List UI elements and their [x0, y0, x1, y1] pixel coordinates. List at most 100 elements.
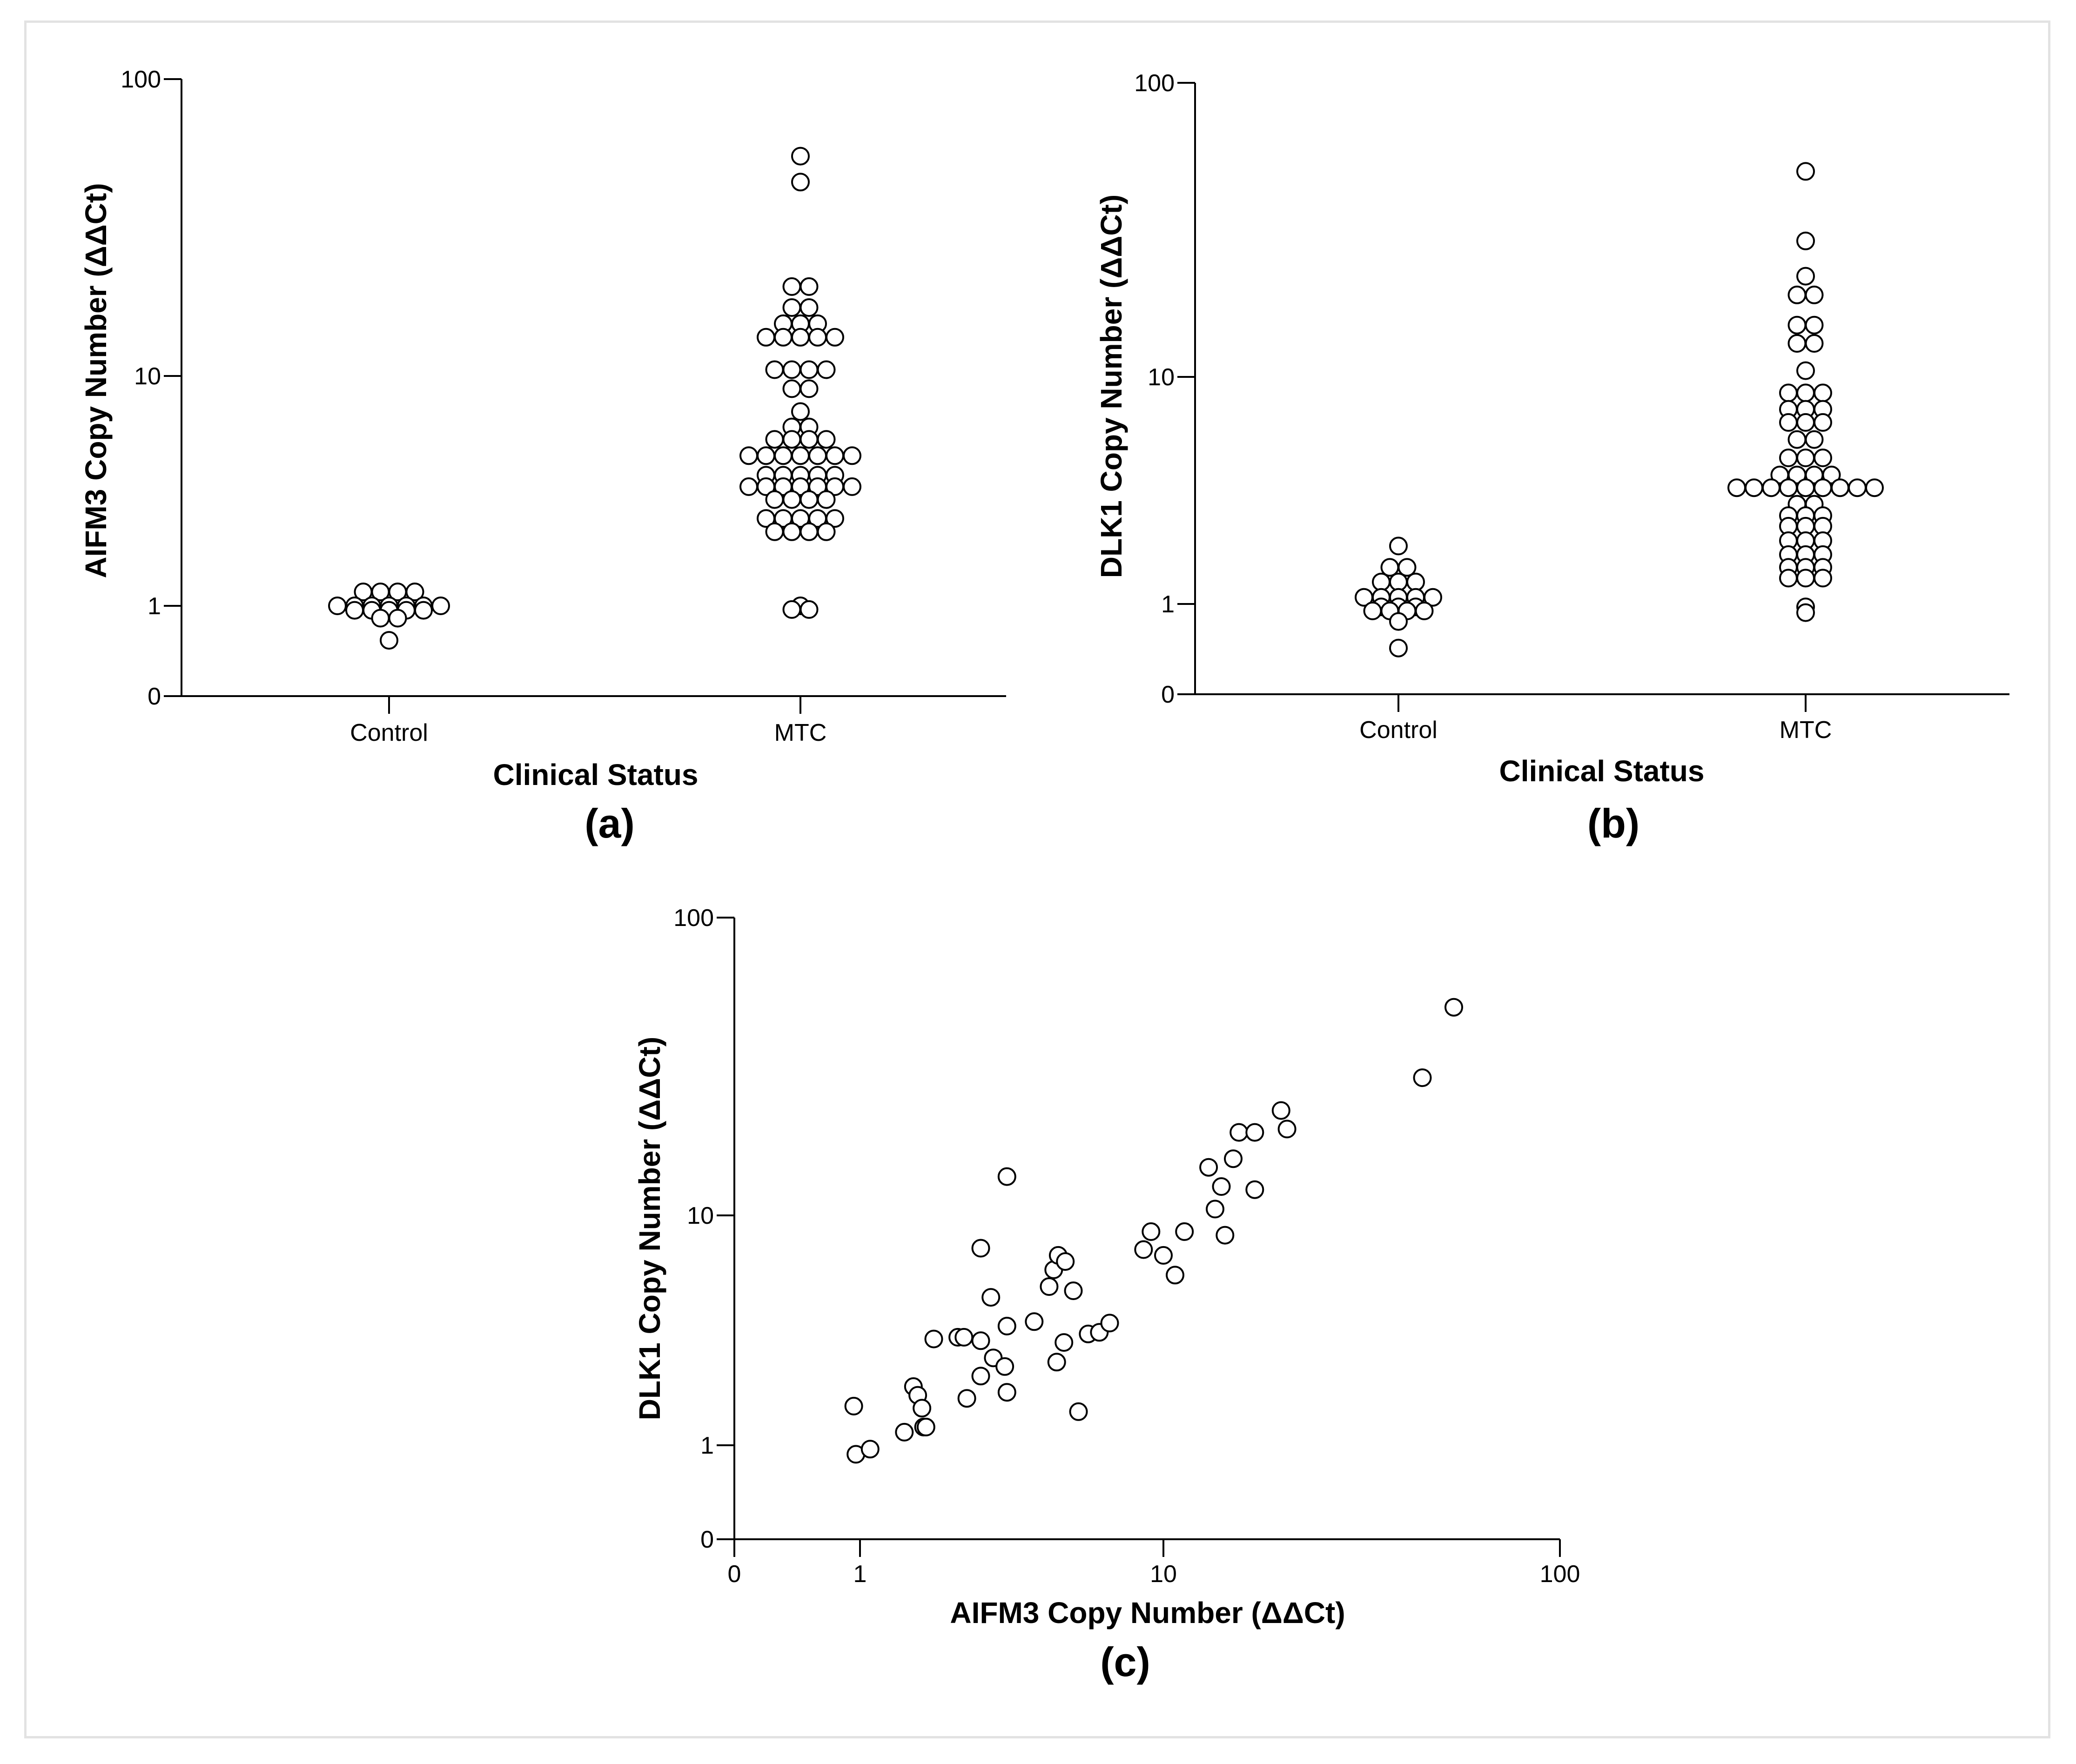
panel-a-mtc-point-61 — [799, 600, 819, 619]
panel-c-y-axis-title: DLK1 Copy Number (ΔΔCt) — [633, 1037, 666, 1420]
panel-c-point-41 — [1212, 1177, 1231, 1196]
panel-b-label: (b) — [1587, 800, 1639, 846]
panel-b-mtc-point-11 — [1796, 383, 1815, 402]
panel-c-point-45 — [1245, 1123, 1264, 1142]
panel-b-mtc-point-28 — [1727, 478, 1746, 497]
panel-c-point-9 — [924, 1329, 943, 1348]
panel-b-mtc-point-27 — [1822, 465, 1841, 484]
panel-b-control-point-5 — [1406, 572, 1425, 591]
panel-a-mtc-point-54 — [826, 509, 844, 528]
panel-b-mtc-point-16 — [1779, 413, 1798, 432]
panel-b-y-tick-label-0: 0 — [1161, 681, 1175, 708]
panel-a-control-point-18 — [380, 631, 398, 650]
panel-c-point-29 — [1064, 1281, 1083, 1300]
panel-c-point-0 — [844, 1396, 863, 1415]
panel-c-point-6 — [913, 1399, 932, 1418]
panel-a-mtc-point-28 — [757, 446, 775, 465]
panel-c-point-42 — [1216, 1226, 1235, 1245]
panel-b-mtc-point-6 — [1805, 315, 1824, 335]
panel-c-point-38 — [1175, 1222, 1194, 1241]
panel-c-x-tick-label-1: 1 — [853, 1561, 867, 1588]
panel-b-control-point-2 — [1397, 558, 1417, 577]
panel-b-control-point-19 — [1389, 638, 1408, 657]
panel-c: 100 10 1 0 0 1 10 100 AIFM3 Copy Number … — [633, 905, 1580, 1685]
panel-a-control-point-16 — [371, 609, 390, 628]
panel-a-mtc-point-18 — [782, 379, 801, 398]
panel-b-mtc-point-34 — [1831, 478, 1849, 497]
panel-a-mtc-point-11 — [791, 328, 810, 347]
panel-a-mtc-point-57 — [799, 522, 819, 541]
panel-c-point-18 — [995, 1357, 1014, 1376]
panel-c-point-23 — [1040, 1277, 1059, 1296]
panel-a-mtc-point-0 — [791, 147, 810, 166]
panel-a-mtc-point-27 — [739, 446, 758, 465]
panel-b-control-point-17 — [1415, 601, 1434, 620]
panel-c-x-tick-label-0: 0 — [728, 1561, 741, 1588]
panel-a-mtc-point-23 — [765, 430, 784, 449]
panel-c-point-11 — [954, 1328, 974, 1347]
panel-c-point-2 — [860, 1440, 880, 1459]
panel-a-control-point-17 — [388, 609, 407, 628]
panel-a-mtc-point-19 — [799, 379, 819, 398]
panel-a-mtc-point-30 — [791, 446, 810, 465]
panel-b-mtc-point-0 — [1796, 162, 1815, 181]
panel-c-point-25 — [1047, 1353, 1066, 1372]
panel-b-control-point-4 — [1389, 572, 1408, 591]
panel-a-mtc-point-47 — [782, 490, 801, 509]
panel-b-mtc-point-35 — [1848, 478, 1867, 497]
panel-b-mtc-point-7 — [1787, 334, 1807, 353]
panel-b-mtc-point-31 — [1779, 478, 1798, 497]
panel-a-mtc-point-4 — [782, 298, 801, 317]
panel-b-control-point-0 — [1389, 537, 1408, 556]
panel-a-mtc-point-15 — [782, 360, 801, 379]
panel-a-plot-area — [328, 147, 861, 650]
panel-c-point-49 — [1413, 1068, 1432, 1087]
panel-c-point-28 — [1056, 1252, 1075, 1271]
panel-a-mtc-point-26 — [817, 430, 836, 449]
panel-a-y-tick-label-10: 10 — [134, 363, 161, 390]
panel-b-mtc-point-18 — [1814, 413, 1832, 432]
panel-a-mtc-point-56 — [782, 522, 801, 541]
panel-c-y-tick-label-1: 1 — [700, 1432, 714, 1459]
panel-a-mtc-point-14 — [765, 360, 784, 379]
panel-a-mtc-point-32 — [826, 446, 844, 465]
panel-c-label: (c) — [1100, 1639, 1150, 1685]
panel-b-mtc-point-1 — [1796, 231, 1815, 250]
panel-a-control-point-4 — [328, 597, 347, 615]
panel-a-mtc-point-5 — [799, 298, 819, 317]
panel-a-mtc-point-45 — [843, 477, 861, 496]
panel-b-mtc-point-32 — [1796, 478, 1815, 497]
panel-b-mtc-point-54 — [1779, 569, 1798, 588]
panel-b-mtc-point-8 — [1805, 334, 1824, 353]
panel-c-point-15 — [971, 1331, 990, 1350]
panel-c-y-tick-label-10: 10 — [687, 1202, 714, 1229]
panel-c-y-tick-label-0: 0 — [700, 1526, 714, 1553]
panel-c-point-19 — [997, 1383, 1016, 1402]
panel-c-point-39 — [1199, 1158, 1218, 1177]
panel-c-x-tick-label-10: 10 — [1150, 1561, 1177, 1588]
panel-a-mtc-point-58 — [817, 522, 836, 541]
panel-c-point-8 — [916, 1417, 935, 1436]
panel-c-point-30 — [1069, 1402, 1088, 1421]
panel-b-control-point-3 — [1372, 572, 1391, 591]
panel-c-plot-area — [844, 998, 1463, 1464]
panel-a-mtc-point-39 — [739, 477, 758, 496]
panel-b-mtc-point-9 — [1796, 361, 1815, 380]
panel-b-mtc-point-5 — [1787, 315, 1807, 335]
panel-a-mtc-point-48 — [799, 490, 819, 509]
panel-c-point-3 — [895, 1422, 914, 1442]
panel-c-point-14 — [971, 1367, 990, 1386]
panel-a-mtc-point-33 — [843, 446, 861, 465]
panel-b-mtc-point-29 — [1745, 478, 1763, 497]
panel-c-point-43 — [1224, 1149, 1243, 1168]
panel-c-point-48 — [1277, 1120, 1297, 1139]
panel-c-point-22 — [1025, 1312, 1044, 1331]
panel-b-mtc-point-2 — [1796, 267, 1815, 286]
panel-a-x-tick-label-mtc: MTC — [774, 719, 827, 746]
panel-a-mtc-point-60 — [782, 600, 801, 619]
panel-b-plot-area — [1355, 162, 1884, 657]
panel-a-x-axis-title: Clinical Status — [493, 758, 699, 791]
panel-a-mtc-point-24 — [782, 430, 801, 449]
panel-c-x-axis-title: AIFM3 Copy Number (ΔΔCt) — [950, 1596, 1345, 1630]
panel-a-y-tick-label-100: 100 — [121, 66, 161, 93]
